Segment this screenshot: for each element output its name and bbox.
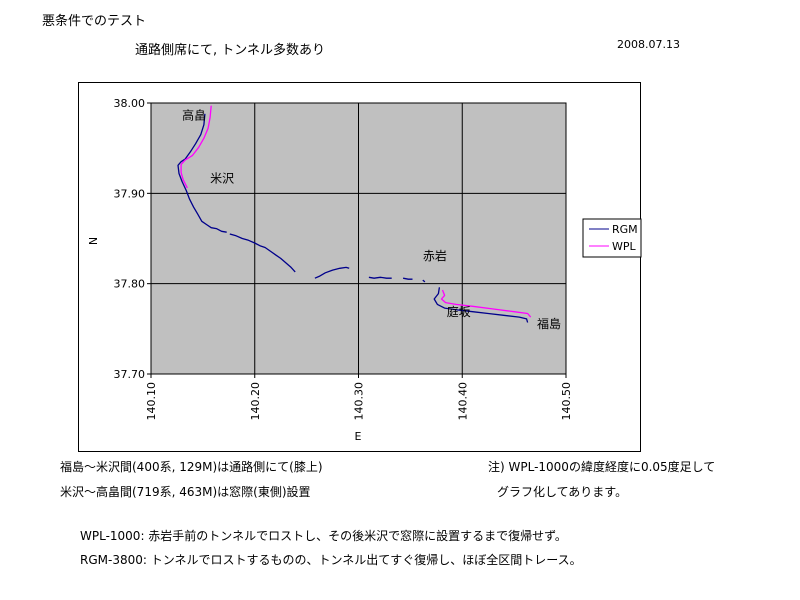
series-line-wpl <box>440 289 532 318</box>
note-fukushima-yonezawa: 福島～米沢間(400系, 129M)は通路側にて(膝上) <box>60 460 323 474</box>
page-date: 2008.07.13 <box>617 38 680 51</box>
note-wpl-comment: WPL-1000: 赤岩手前のトンネルでロストし、その後米沢で窓際に設置するまで… <box>80 529 567 543</box>
x-axis-label: E <box>355 430 362 443</box>
page-subtitle: 通路側席にて, トンネル多数あり <box>135 43 326 58</box>
legend-label-rgm: RGM <box>612 223 638 236</box>
series-line-wpl <box>180 105 212 189</box>
page-title: 悪条件でのテスト <box>42 14 147 29</box>
series-wpl <box>180 105 532 318</box>
note-yonezawa-takahata: 米沢～高畠間(719系, 463M)は窓際(東側)設置 <box>60 485 311 499</box>
series-line-rgm <box>314 266 350 279</box>
legend-label-wpl: WPL <box>612 240 637 253</box>
x-tick-label: 140.10 <box>145 382 158 421</box>
station-label: 庭坂 <box>447 304 471 319</box>
x-tick-label: 140.30 <box>353 382 366 421</box>
legend-box <box>582 218 642 258</box>
x-tick-label: 140.20 <box>249 382 262 421</box>
series-line-rgm <box>177 113 227 233</box>
series-line-rgm <box>422 279 426 283</box>
series-line-rgm <box>433 287 529 323</box>
tick-labels: 140.10 140.20 140.30 140.40 140.50 37.70 37.80… <box>114 97 574 421</box>
series-rgm <box>177 113 529 323</box>
note-rgm-comment: RGM-3800: トンネルでロストするものの、トンネル出てすぐ復帰し、ほぼ全区… <box>80 553 582 567</box>
series-lines <box>177 105 532 323</box>
chart-area: 140.10 140.20 140.30 140.40 140.50 37.70 37.80… <box>78 82 642 452</box>
station-label: 米沢 <box>210 171 234 185</box>
note-offset-line-2: グラフ化してあります。 <box>497 485 628 499</box>
station-label: 福島 <box>537 316 561 331</box>
series-line-rgm <box>368 276 392 279</box>
grid-lines <box>147 102 567 378</box>
series-line-rgm <box>402 277 413 280</box>
y-axis-label: N <box>87 237 100 245</box>
y-tick-label: 37.70 <box>114 368 146 381</box>
y-tick-label: 37.90 <box>114 187 146 200</box>
chart-svg: 140.10 140.20 140.30 140.40 140.50 37.70 37.80… <box>87 97 642 443</box>
x-tick-label: 140.50 <box>560 382 573 421</box>
x-tick-label: 140.40 <box>456 382 469 421</box>
note-offset-line-1: 注) WPL-1000の緯度経度に0.05度足して <box>488 460 716 474</box>
y-tick-label: 38.00 <box>114 97 146 110</box>
series-line-rgm <box>229 233 296 273</box>
station-label: 赤岩 <box>423 248 447 263</box>
legend: RGM WPL <box>582 218 642 258</box>
station-label: 高畠 <box>182 107 206 122</box>
y-tick-label: 37.80 <box>114 278 146 291</box>
